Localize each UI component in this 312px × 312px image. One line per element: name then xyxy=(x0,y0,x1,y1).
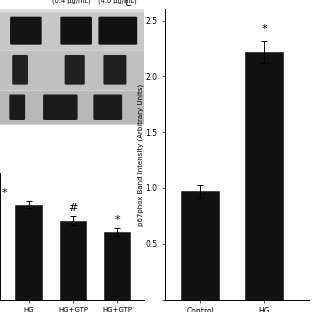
Text: (4.0 µg/mL): (4.0 µg/mL) xyxy=(98,0,137,4)
FancyBboxPatch shape xyxy=(9,95,25,120)
Bar xyxy=(245,52,283,300)
Bar xyxy=(104,232,130,300)
Bar xyxy=(16,205,42,300)
Text: #: # xyxy=(68,203,78,213)
Y-axis label: p67phox Band Intensity (Arbitrary Units): p67phox Band Intensity (Arbitrary Units) xyxy=(138,83,144,226)
Text: *: * xyxy=(261,24,267,34)
FancyBboxPatch shape xyxy=(65,55,85,85)
FancyBboxPatch shape xyxy=(104,55,126,85)
FancyBboxPatch shape xyxy=(10,17,42,45)
Bar xyxy=(60,221,86,300)
FancyBboxPatch shape xyxy=(60,17,92,45)
FancyBboxPatch shape xyxy=(43,95,78,120)
Text: C: C xyxy=(125,0,132,8)
Text: *: * xyxy=(2,188,7,198)
Bar xyxy=(0,51,144,89)
Bar xyxy=(181,191,219,300)
Bar xyxy=(0,91,144,123)
Text: (0.4 µg/mL): (0.4 µg/mL) xyxy=(52,0,91,4)
Text: *: * xyxy=(114,216,120,226)
Bar xyxy=(0,13,144,48)
FancyBboxPatch shape xyxy=(98,17,137,45)
FancyBboxPatch shape xyxy=(12,55,28,85)
FancyBboxPatch shape xyxy=(0,9,144,124)
FancyBboxPatch shape xyxy=(93,95,122,120)
